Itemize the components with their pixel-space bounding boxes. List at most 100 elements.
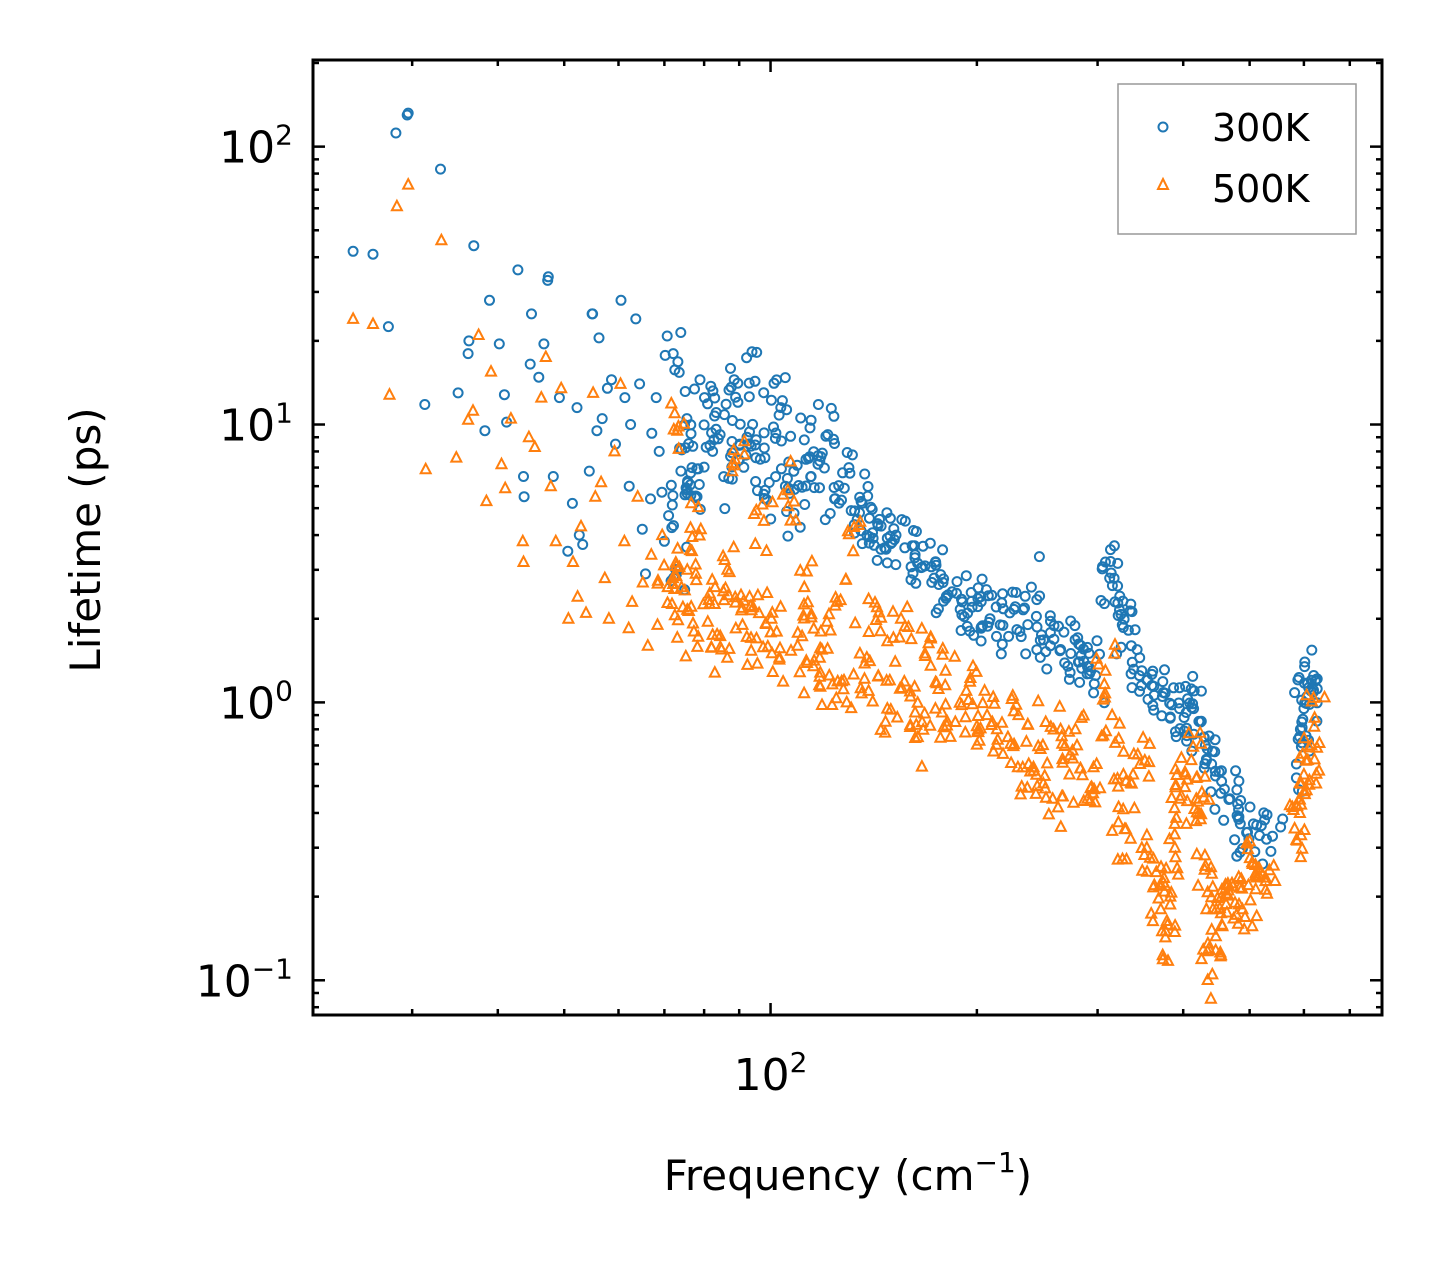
data-point-300k <box>698 419 710 431</box>
data-point-500k <box>1007 703 1021 717</box>
data-point-500k <box>973 720 988 734</box>
data-point-500k <box>1178 764 1192 778</box>
data-point-300k <box>779 372 791 384</box>
data-point-300k <box>976 573 988 585</box>
data-point-500k <box>678 582 692 596</box>
data-point-500k <box>1300 687 1314 701</box>
data-point-500k <box>1133 756 1147 769</box>
data-point-500k <box>807 620 821 634</box>
data-point-300k <box>775 435 787 447</box>
data-point-500k <box>776 486 790 500</box>
data-point-300k <box>1078 643 1089 655</box>
data-point-300k <box>1261 809 1273 821</box>
data-point-500k <box>1119 821 1133 835</box>
data-point-500k <box>844 700 858 714</box>
data-point-300k <box>691 463 703 475</box>
data-point-300k <box>524 358 536 370</box>
data-point-500k <box>1054 819 1068 832</box>
data-point-500k <box>644 547 658 560</box>
data-point-300k <box>542 271 554 283</box>
data-point-300k <box>1033 551 1045 563</box>
data-point-300k <box>833 497 845 509</box>
data-point-500k <box>1309 775 1323 789</box>
data-point-500k <box>1171 866 1185 880</box>
data-point-500k <box>1160 913 1174 926</box>
legend-label-500k: 500K <box>1212 167 1311 211</box>
data-point-300k <box>884 512 896 524</box>
data-point-500k <box>755 496 769 510</box>
legend: 300K 500K <box>1117 83 1357 235</box>
data-point-500k <box>935 704 949 718</box>
data-point-300k <box>951 576 963 588</box>
data-point-500k <box>1312 735 1327 748</box>
data-point-500k <box>1231 916 1245 929</box>
data-point-500k <box>1013 786 1028 800</box>
data-point-300k <box>1134 652 1146 664</box>
data-point-300k <box>880 543 892 555</box>
data-point-500k <box>1019 734 1034 747</box>
plot-frame <box>311 58 1384 1017</box>
data-point-300k <box>1112 597 1124 609</box>
data-point-300k <box>1259 814 1271 826</box>
data-point-500k <box>1040 755 1054 769</box>
data-point-500k <box>886 604 900 617</box>
data-point-300k <box>1299 661 1311 673</box>
data-point-500k <box>494 456 509 470</box>
data-point-300k <box>1297 713 1309 725</box>
data-point-300k <box>750 434 762 446</box>
data-point-500k <box>1234 871 1248 884</box>
data-point-500k <box>772 651 786 665</box>
data-point-500k <box>594 474 608 488</box>
data-point-500k <box>554 380 568 394</box>
data-point-500k <box>687 623 701 637</box>
data-point-500k <box>878 724 892 738</box>
data-point-500k <box>813 640 827 654</box>
data-point-500k <box>1127 800 1142 814</box>
y-tick-label: 101 <box>219 397 293 452</box>
data-point-500k <box>1205 866 1219 879</box>
data-point-500k <box>1158 923 1173 937</box>
data-point-500k <box>461 412 475 425</box>
data-point-300k <box>812 399 824 410</box>
data-point-300k <box>1112 557 1124 569</box>
data-point-500k <box>1170 860 1184 874</box>
data-point-300k <box>825 402 837 414</box>
data-point-300k <box>1209 765 1221 777</box>
data-point-300k <box>730 391 742 403</box>
data-point-300k <box>640 568 651 580</box>
data-point-300k <box>1065 648 1077 659</box>
data-point-300k <box>658 535 670 547</box>
data-point-500k <box>828 589 843 603</box>
data-point-500k <box>1297 766 1311 780</box>
data-point-300k <box>659 349 671 361</box>
data-point-500k <box>655 527 669 541</box>
data-point-500k <box>836 681 851 695</box>
data-point-500k <box>705 572 719 585</box>
data-point-500k <box>1046 791 1060 804</box>
data-point-500k <box>617 533 632 547</box>
data-point-500k <box>685 529 699 542</box>
data-point-500k <box>651 573 665 586</box>
data-point-500k <box>969 664 984 677</box>
y-axis-label: Lifetime (ps) <box>61 407 110 672</box>
data-point-300k <box>781 404 793 416</box>
data-point-500k <box>657 557 671 571</box>
data-point-500k <box>566 554 580 567</box>
data-point-500k <box>1213 900 1227 914</box>
data-point-500k <box>900 599 914 613</box>
series-500k <box>346 176 1332 1004</box>
data-point-500k <box>607 443 622 457</box>
data-point-300k <box>1310 673 1322 685</box>
data-point-300k <box>965 587 977 598</box>
data-point-500k <box>1170 767 1184 780</box>
data-point-300k <box>1058 626 1070 638</box>
data-point-500k <box>857 671 872 684</box>
data-point-500k <box>625 594 639 607</box>
data-point-300k <box>725 362 736 374</box>
data-point-300k <box>1030 610 1042 622</box>
data-point-300k <box>751 346 763 358</box>
data-point-500k <box>742 589 757 602</box>
data-point-500k <box>1204 991 1218 1004</box>
data-point-500k <box>1168 826 1182 840</box>
data-point-300k <box>661 330 673 342</box>
